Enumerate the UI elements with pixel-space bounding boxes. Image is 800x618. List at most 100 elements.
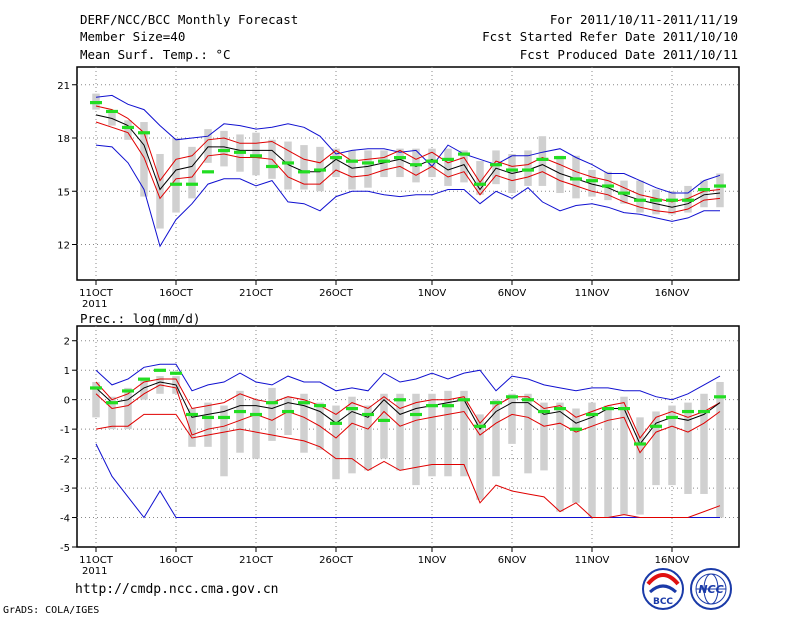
temp-ensemble-box: [172, 138, 180, 213]
temp-ensemble-box: [252, 132, 260, 176]
temp-observed-mark: [170, 182, 182, 186]
temp-xtick-label: 16OCT: [159, 288, 194, 299]
temp-observed-mark: [106, 109, 118, 114]
prec-ytick-label: 1: [64, 366, 70, 377]
prec-observed-mark: [618, 407, 630, 411]
temp-ensemble-box: [492, 150, 500, 185]
temp-ensemble-box: [348, 150, 356, 190]
prec-variable-label: Prec.: log(mm/d): [80, 311, 201, 326]
prec-ensemble-box: [716, 381, 724, 518]
temp-ensemble-box: [332, 148, 340, 178]
prec-ensemble-box: [604, 405, 612, 518]
prec-observed-mark: [282, 409, 294, 414]
temp-ensemble-box: [572, 155, 580, 199]
member-size: Member Size=40: [80, 29, 186, 44]
temp-ytick-label: 21: [57, 81, 70, 92]
temp-observed-mark: [394, 156, 406, 160]
prec-ensemble-box: [348, 396, 356, 474]
temp-observed-mark: [266, 164, 278, 169]
prec-xtick-label: 16NOV: [655, 555, 690, 566]
prec-ensemble-box: [108, 396, 116, 430]
temp-ensemble-box: [204, 129, 212, 163]
temp-observed-mark: [410, 163, 422, 167]
prec-ensemble-box: [492, 399, 500, 477]
temp-xtick-label: 16NOV: [655, 288, 690, 299]
prec-observed-mark: [458, 398, 470, 402]
temp-observed-mark: [650, 198, 662, 202]
temp-xtick-label: 26OCT: [319, 288, 354, 299]
prec-observed-mark: [490, 401, 502, 405]
prec-ensemble-box: [396, 393, 404, 471]
temp-ensemble-box: [668, 191, 676, 215]
prec-ensemble-box: [540, 402, 548, 471]
prec-observed-mark: [442, 404, 454, 408]
prec-observed-mark: [666, 415, 678, 420]
temp-ensemble-box: [460, 150, 468, 183]
temp-observed-mark: [714, 184, 726, 188]
prec-ytick-label: -5: [60, 543, 70, 554]
temp-ensemble-box: [220, 130, 228, 167]
prec-observed-mark: [554, 407, 566, 411]
temp-min-line: [95, 144, 720, 248]
source-url[interactable]: http://cmdp.ncc.cma.gov.cn: [75, 582, 279, 597]
temp-observed-mark: [506, 168, 518, 172]
temp-xtick-label: 1NOV: [418, 288, 447, 299]
temp-xtick-label: 21OCT: [239, 288, 274, 299]
prec-observed-mark: [698, 409, 710, 414]
temp-observed-mark: [314, 168, 326, 172]
temp-ensemble-box: [124, 120, 132, 140]
prec-ensemble-box: [124, 387, 132, 430]
temp-observed-mark: [458, 152, 470, 156]
prec-ensemble-box: [636, 417, 644, 515]
prec-observed-mark: [682, 409, 694, 414]
temp-ensemble-box: [538, 136, 547, 186]
prec-ensemble-box: [364, 405, 372, 471]
chart-title: DERF/NCC/BCC Monthly Forecast: [80, 12, 299, 27]
temp-panel: 12 15 18 21 11OCT 16OCT 21OCT 26OCT 1NOV 6NOV 11NO…: [57, 66, 740, 310]
prec-observed-mark: [538, 409, 550, 414]
prec-ensemble-box: [524, 393, 532, 474]
prec-plot-frame: [76, 325, 740, 548]
prec-ensemble-box: [236, 390, 244, 453]
temp-mean-line: [95, 114, 721, 208]
temp-ensemble-box: [108, 113, 116, 126]
temp-observed-mark: [666, 198, 678, 202]
temp-observed-mark: [570, 177, 582, 181]
temp-observed-mark: [330, 156, 342, 160]
temp-observed-mark: [698, 187, 710, 192]
prec-observed-mark: [474, 424, 486, 428]
prec-observed-mark: [378, 418, 390, 422]
prec-xtick-label: 21OCT: [239, 555, 274, 566]
prec-ensemble-box: [668, 405, 676, 486]
prec-ensemble-box: [188, 408, 196, 447]
temp-ensemble-box: [396, 148, 404, 178]
prec-observed-mark: [314, 404, 326, 408]
temp-observed-mark: [474, 182, 486, 186]
prec-observed-mark: [218, 415, 230, 420]
temp-observed-mark: [602, 184, 614, 188]
temp-observed-mark: [362, 161, 374, 165]
prec-ensemble-box: [412, 393, 420, 486]
temp-ensemble-box: [380, 150, 388, 178]
temp-observed-mark: [618, 191, 630, 195]
temp-ytick-label: 12: [57, 241, 70, 252]
prec-xtick-label: 16OCT: [159, 555, 194, 566]
temp-ensemble-box: [444, 148, 452, 186]
prec-ensemble-box: [700, 393, 708, 494]
prec-ensemble-box: [220, 405, 228, 477]
prec-observed-mark: [298, 401, 310, 405]
temp-observed-mark: [586, 179, 598, 183]
prec-observed-mark: [362, 412, 374, 417]
forecast-period: For 2011/10/11-2011/11/19: [549, 12, 738, 27]
prec-ensemble-box: [428, 393, 436, 477]
prec-ensemble-box: [652, 411, 660, 486]
prec-panel: -5 -4 -3 -2 -1 0 1 2 11OCT 16OCT 21OCT 26OCT 1NOV 6NO…: [60, 325, 740, 577]
prec-observed-mark: [186, 412, 198, 417]
temp-ensemble-box: [716, 173, 724, 208]
temp-max-line: [95, 94, 721, 194]
prec-observed-mark: [106, 401, 118, 405]
temp-observed-mark: [634, 198, 646, 202]
temp-ytick-label: 18: [57, 134, 70, 145]
